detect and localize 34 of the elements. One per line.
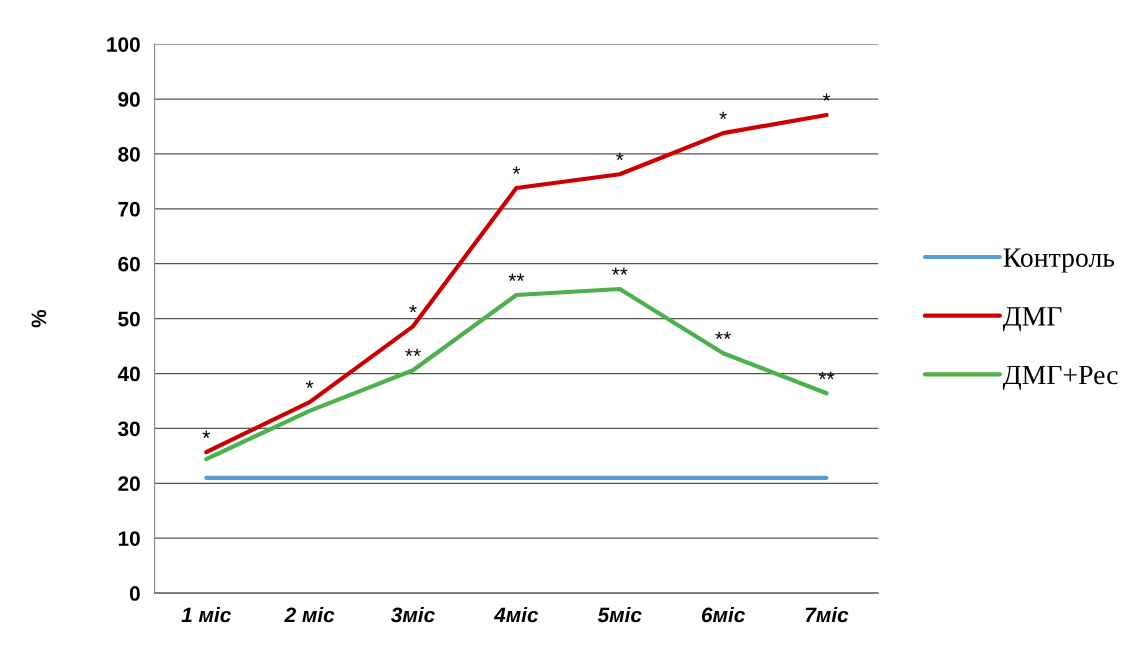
- y-tick-label: 90: [118, 92, 140, 107]
- annotation: *: [616, 152, 624, 161]
- annotation: **: [612, 267, 628, 275]
- annotation: **: [818, 371, 835, 380]
- legend-label: ДМГ: [1002, 307, 1062, 332]
- y-tick-label: 50: [118, 311, 140, 327]
- annotation: **: [405, 348, 421, 357]
- x-tick-label: 3міс: [391, 606, 435, 623]
- y-tick-label: 60: [118, 256, 140, 272]
- annotation: *: [822, 93, 831, 101]
- y-tick-label: 30: [117, 421, 140, 437]
- y-tick-label: 20: [118, 476, 140, 492]
- legend-label: ДМГ+Рес: [1002, 365, 1118, 390]
- annotation: *: [409, 304, 417, 313]
- y-tick-label: 80: [118, 146, 140, 162]
- y-tick-label: 100: [107, 37, 140, 52]
- x-tick-label: 2 міс: [284, 606, 335, 623]
- x-tick-label: 7міс: [805, 606, 849, 623]
- y-axis-title: %: [31, 309, 47, 328]
- annotation: *: [512, 166, 521, 174]
- x-tick-label: 5міс: [597, 606, 642, 623]
- y-tick-label: 0: [129, 586, 140, 601]
- annotation: *: [202, 430, 210, 438]
- annotation: *: [305, 380, 314, 388]
- y-tick-label: 70: [118, 201, 140, 217]
- annotation: *: [719, 111, 727, 119]
- annotation: **: [508, 273, 525, 281]
- x-tick-label: 4міс: [493, 606, 539, 623]
- y-tick-label: 10: [118, 531, 140, 546]
- legend-label: Контроль: [1003, 248, 1115, 273]
- x-tick-label: 6міс: [701, 606, 746, 623]
- annotation: **: [715, 331, 731, 340]
- x-tick-label: 1 міс: [181, 606, 232, 623]
- y-tick-label: 40: [117, 366, 140, 382]
